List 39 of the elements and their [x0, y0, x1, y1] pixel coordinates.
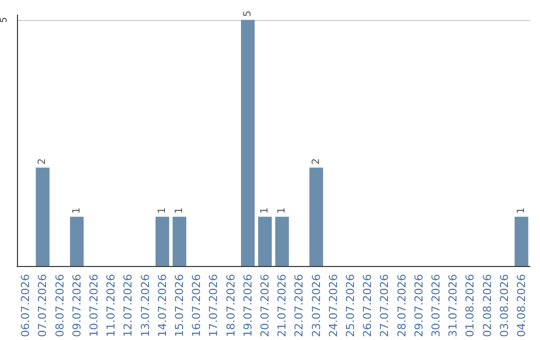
- x-tick-label: 15.07.2026: [172, 274, 186, 338]
- x-tick-label: 04.08.2026: [514, 274, 528, 338]
- x-tick-label: 20.07.2026: [258, 274, 272, 338]
- data-label: 2: [37, 158, 48, 165]
- data-label: 1: [516, 207, 527, 214]
- x-tick-label: 27.07.2026: [378, 274, 392, 338]
- x-tick-label: 09.07.2026: [70, 274, 84, 338]
- x-tick-label: 29.07.2026: [412, 274, 426, 338]
- data-label: 1: [174, 207, 185, 214]
- x-tick-label: 31.07.2026: [446, 274, 460, 338]
- x-tick-label: 12.07.2026: [122, 274, 135, 338]
- x-tick-label: 19.07.2026: [241, 274, 254, 338]
- x-tick-label: 14.07.2026: [156, 274, 169, 338]
- x-tick-label: 11.07.2026: [104, 274, 118, 338]
- x-tick-label: 16.07.2026: [190, 274, 204, 338]
- data-label: 1: [71, 207, 82, 214]
- x-tick-label: 17.07.2026: [207, 274, 220, 338]
- x-tick-label: 01.08.2026: [464, 274, 477, 338]
- x-tick-label: 08.07.2026: [53, 274, 66, 338]
- x-tick-label: 28.07.2026: [395, 274, 408, 338]
- x-tick-label: 21.07.2026: [276, 274, 289, 338]
- x-tick-label: 13.07.2026: [138, 274, 152, 338]
- x-tick-label: 07.07.2026: [36, 274, 50, 338]
- data-label: 1: [156, 207, 168, 214]
- x-tick-label: 25.07.2026: [344, 274, 357, 338]
- x-tick-label: 30.07.2026: [429, 274, 442, 338]
- data-label: 1: [276, 207, 288, 214]
- x-tick-label: 02.08.2026: [480, 274, 494, 338]
- x-tick-label: 03.08.2026: [498, 274, 511, 338]
- data-label: 5: [242, 10, 254, 17]
- x-tick-label: 06.07.2026: [19, 274, 32, 338]
- x-tick-label: 10.07.2026: [87, 274, 100, 338]
- x-tick-label: 26.07.2026: [361, 274, 374, 338]
- data-label: 1: [259, 207, 270, 214]
- x-tick-label: 22.07.2026: [292, 274, 306, 338]
- x-tick-label: 18.07.2026: [224, 274, 238, 338]
- data-label: 2: [310, 158, 322, 165]
- x-tick-label: 24.07.2026: [326, 274, 340, 338]
- x-tick-label: 23.07.2026: [310, 274, 323, 338]
